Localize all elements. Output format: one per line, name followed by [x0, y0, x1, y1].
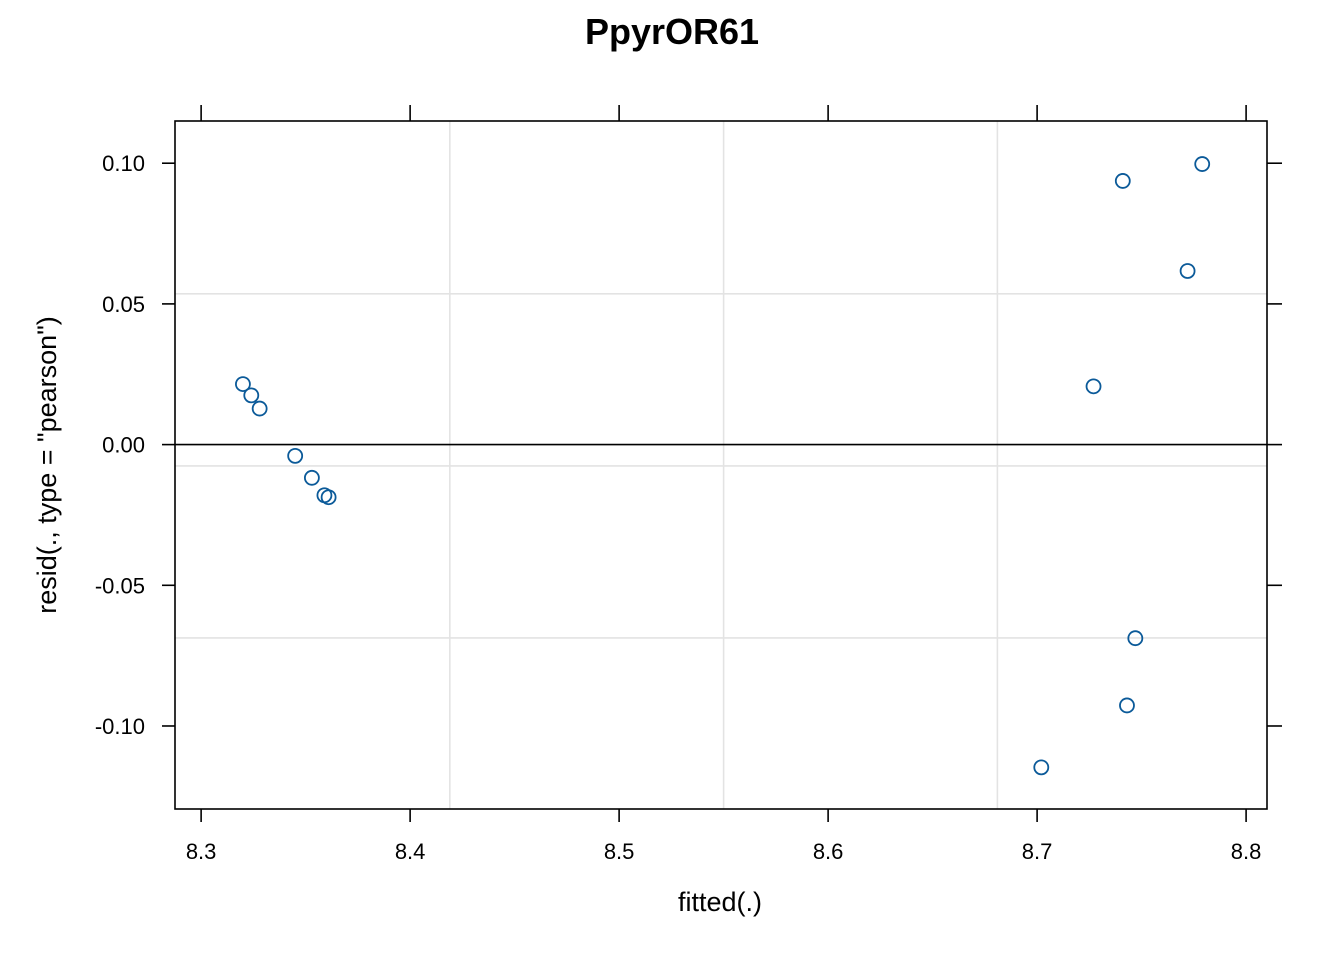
y-tick-label: 0.00 [102, 433, 145, 458]
y-axis-label: resid(., type = "pearson") [32, 316, 62, 614]
data-point-7 [1033, 759, 1050, 776]
y-tick-label: 0.05 [102, 292, 145, 317]
data-point-3 [287, 447, 304, 464]
y-axis-ticks: 0.10 0.05 0.00 -0.05 -0.10 [95, 151, 1282, 739]
data-point-6 [320, 489, 337, 506]
x-tick-label: 8.7 [1022, 839, 1053, 864]
x-tick-label: 8.8 [1231, 839, 1262, 864]
x-tick-label: 8.3 [186, 839, 217, 864]
data-point-9 [1114, 173, 1131, 189]
x-tick-label: 8.5 [604, 839, 635, 864]
data-point-1 [243, 387, 260, 404]
x-tick-label: 8.4 [395, 839, 426, 864]
x-tick-label: 8.6 [813, 839, 844, 864]
grid-lines [175, 121, 1267, 809]
data-point-13 [1194, 156, 1211, 172]
data-point-2 [251, 400, 268, 417]
data-point-10 [1119, 697, 1135, 714]
data-point-11 [1127, 630, 1144, 647]
y-tick-label: 0.10 [102, 151, 145, 176]
chart-title: PpyrOR61 [585, 11, 759, 52]
data-point-8 [1085, 378, 1102, 395]
data-point-4 [303, 469, 320, 486]
x-axis-ticks: 8.3 8.4 8.5 8.6 8.7 8.8 [186, 105, 1262, 864]
data-point-0 [235, 376, 251, 393]
y-tick-label: -0.10 [95, 714, 145, 739]
plot-frame [174, 120, 1268, 810]
data-point-12 [1179, 263, 1196, 279]
x-axis-label: fitted(.) [678, 887, 762, 917]
y-tick-label: -0.05 [95, 573, 145, 598]
data-points [235, 156, 1211, 776]
